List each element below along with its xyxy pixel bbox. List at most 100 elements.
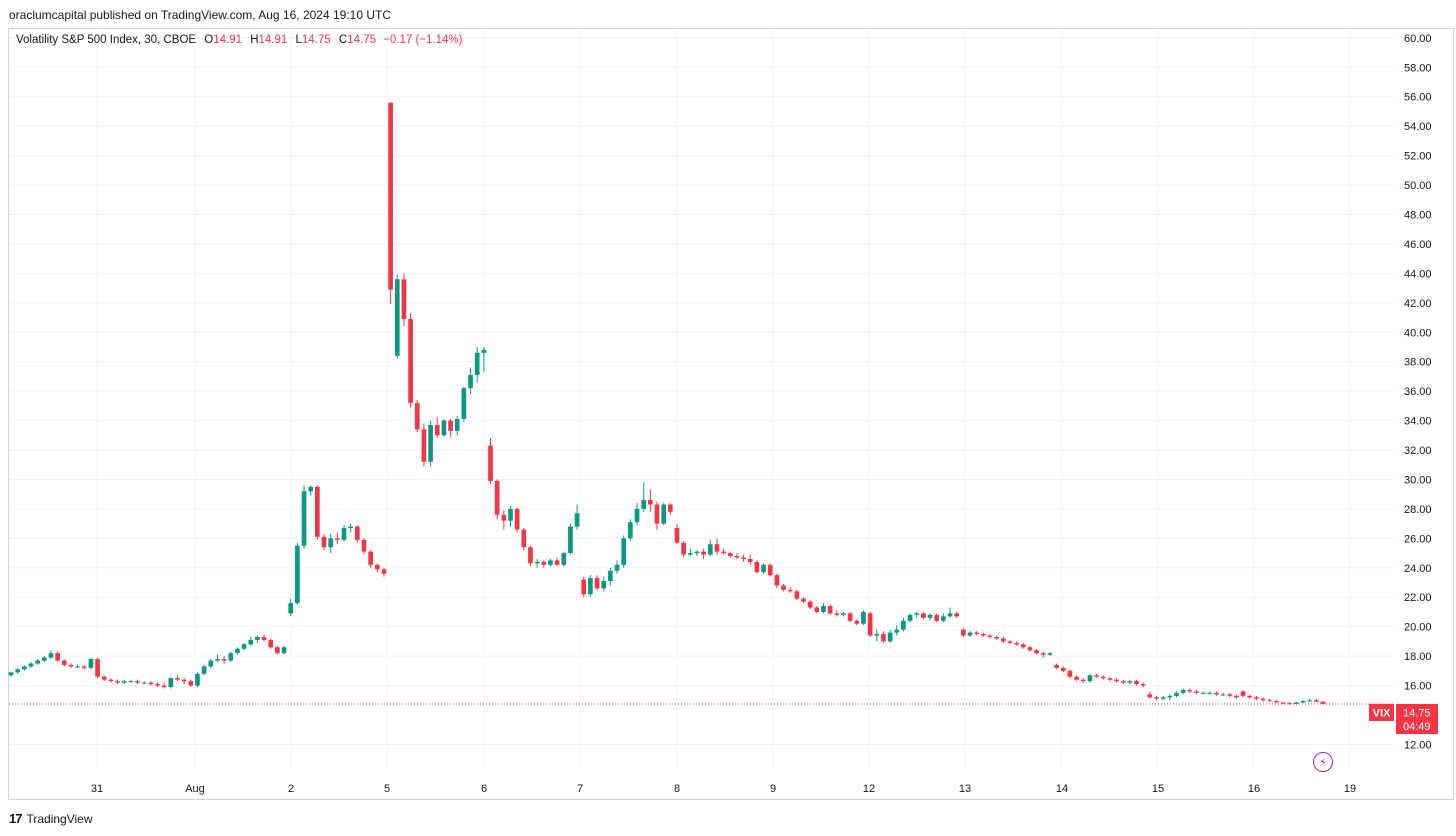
- candle-body: [508, 508, 513, 521]
- candle-body: [248, 639, 254, 645]
- candle-body: [1060, 667, 1066, 671]
- low-label: L: [295, 34, 302, 46]
- candle-body: [987, 635, 993, 637]
- candle-body: [608, 570, 613, 582]
- candle-body: [1114, 679, 1119, 682]
- y-tick-label: 60.00: [1404, 33, 1432, 45]
- brand-name: TradingView: [26, 811, 93, 826]
- candle-body: [927, 614, 933, 618]
- candle-body: [341, 528, 347, 540]
- x-tick-label: 9: [770, 783, 776, 795]
- candle-body: [821, 606, 826, 612]
- candle-body: [847, 613, 853, 621]
- candle-body: [534, 561, 540, 564]
- candle-body: [168, 678, 174, 688]
- candle-body: [961, 629, 966, 636]
- candle-body: [514, 508, 520, 530]
- candle-body: [1100, 676, 1106, 679]
- candle-body: [1180, 689, 1186, 693]
- candle-body: [441, 420, 447, 436]
- candle-body: [288, 603, 294, 614]
- candle-body: [421, 429, 427, 462]
- candle-body: [867, 613, 873, 636]
- candle-body: [1200, 692, 1206, 694]
- y-tick-label: 48.00: [1404, 209, 1432, 221]
- candle-body: [1207, 692, 1213, 694]
- candle-body: [941, 616, 946, 621]
- y-tick-label: 12.00: [1404, 739, 1432, 751]
- candle-body: [614, 564, 620, 571]
- candle-body: [834, 613, 840, 615]
- candle-body: [235, 648, 240, 654]
- candle-body: [747, 558, 753, 562]
- x-tick-label: Aug: [185, 783, 205, 795]
- candle-body: [601, 581, 607, 589]
- candle-body: [841, 613, 846, 615]
- candle-body: [628, 522, 633, 539]
- candle-body: [827, 606, 833, 614]
- candle-body: [1227, 694, 1233, 696]
- candle-body: [528, 547, 533, 564]
- candle-body: [887, 632, 893, 642]
- candle-body: [741, 557, 746, 559]
- candle-body: [1300, 701, 1306, 703]
- candle-body: [934, 614, 940, 621]
- x-tick-label: 13: [959, 783, 971, 795]
- x-tick-label: 6: [481, 783, 487, 795]
- candle-body: [208, 660, 214, 667]
- footer-branding[interactable]: 17 TradingView: [9, 811, 93, 826]
- candle-body: [408, 319, 413, 403]
- flash-icon[interactable]: ⚡: [1313, 752, 1333, 772]
- candle-body: [161, 685, 167, 688]
- candle-body: [1234, 695, 1239, 698]
- candle-body: [394, 279, 400, 356]
- candle-body: [128, 681, 134, 683]
- candle-body: [1214, 692, 1219, 695]
- candle-body: [361, 539, 367, 552]
- candle-body: [55, 653, 60, 661]
- candle-body: [907, 614, 913, 621]
- x-tick-label: 19: [1344, 783, 1356, 795]
- candle-body: [135, 681, 140, 683]
- candle-body: [1287, 703, 1293, 705]
- candle-body: [281, 647, 287, 654]
- candle-body: [734, 556, 740, 558]
- candle-body: [201, 666, 207, 674]
- candle-body: [368, 551, 373, 565]
- candle-body: [807, 601, 813, 608]
- candle-body: [1140, 684, 1146, 686]
- candle-body: [781, 585, 786, 590]
- candle-body: [761, 564, 766, 573]
- price-badges: VIX 14.75 04:49: [1369, 704, 1438, 734]
- candle-body: [981, 634, 986, 636]
- candle-body: [428, 424, 433, 462]
- candle-body: [108, 679, 114, 682]
- candle-body: [348, 526, 353, 529]
- y-tick-label: 16.00: [1404, 681, 1432, 693]
- y-tick-label: 46.00: [1404, 239, 1432, 251]
- candle-body: [754, 561, 760, 573]
- candle-body: [687, 553, 693, 555]
- y-tick-label: 52.00: [1404, 151, 1432, 163]
- candle-body: [35, 660, 40, 664]
- candle-body: [141, 682, 147, 684]
- chart-grid: [9, 29, 1393, 768]
- candle-body: [548, 560, 553, 565]
- candle-body: [954, 613, 960, 617]
- candle-body: [121, 681, 127, 683]
- candle-body: [974, 632, 980, 635]
- candle-body: [1094, 675, 1099, 677]
- candle-body: [181, 679, 187, 682]
- candle-body: [95, 659, 100, 677]
- candle-body: [667, 504, 673, 512]
- candle-body: [301, 491, 307, 546]
- candle-body: [1154, 697, 1159, 699]
- candle-body: [101, 676, 107, 680]
- x-tick-label: 31: [91, 783, 103, 795]
- candle-body: [1220, 694, 1226, 696]
- candle-body: [321, 536, 327, 548]
- candle-body: [814, 607, 820, 612]
- candle-body: [1187, 689, 1193, 692]
- candle-body: [1067, 670, 1073, 677]
